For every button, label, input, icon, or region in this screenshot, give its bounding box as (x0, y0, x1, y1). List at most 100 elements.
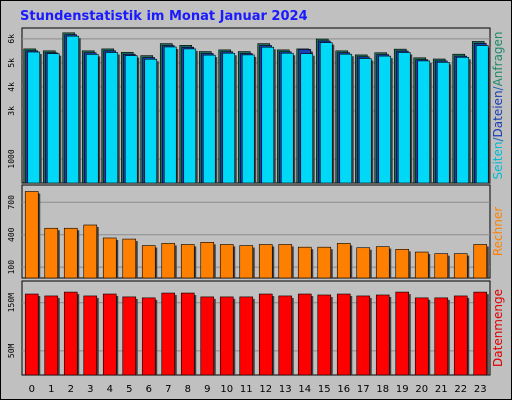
bar-seiten-2 (66, 35, 80, 184)
bar-datenmenge-undefined (395, 291, 410, 376)
bar-rechner-undefined (141, 245, 156, 279)
x-tick-label: 10 (220, 384, 233, 395)
bar-datenmenge-undefined (258, 293, 273, 376)
x-tick-label: 4 (107, 384, 113, 395)
bar-datenmenge-undefined (200, 296, 215, 376)
x-tick-label: 2 (68, 384, 74, 395)
y-axis-label-bottom: Datenmenge (491, 289, 505, 367)
bar-seiten-21 (436, 62, 450, 184)
bar-seiten-16 (339, 53, 353, 184)
bar-rechner-undefined (453, 253, 468, 279)
y-axis-label-part: / (491, 85, 505, 90)
bar-seiten-15 (319, 42, 333, 184)
bar-seiten-0 (27, 51, 41, 184)
bar-seiten-3 (85, 54, 99, 184)
bar-seiten-19 (397, 52, 411, 184)
chart-panels: 10003k4k5k6kSeiten/Dateien/Anfragen10040… (7, 27, 505, 376)
panel-middle: 100 400 700 Rechner (7, 184, 505, 279)
bar-seiten-11 (241, 54, 255, 184)
bar-rechner-undefined (102, 237, 117, 279)
bar-seiten-7 (163, 46, 177, 184)
bar-seiten-20 (417, 60, 431, 184)
bar-rechner-undefined (24, 191, 39, 279)
bar-seiten-10 (222, 52, 236, 184)
bar-datenmenge-undefined (63, 291, 78, 376)
y-tick-label: 100 (7, 260, 16, 275)
y-tick-label: 700 (7, 195, 16, 210)
bar-datenmenge-undefined (24, 293, 39, 376)
x-tick-label: 0 (29, 384, 35, 395)
bar-seiten-18 (378, 55, 392, 184)
y-tick-label: 6k (7, 34, 16, 44)
x-tick-label: 12 (259, 384, 272, 395)
bar-rechner-undefined (161, 243, 176, 279)
bar-rechner-undefined (239, 245, 254, 279)
panel-frame (21, 184, 491, 279)
y-axis-label-part: / (491, 137, 505, 142)
x-tick-label: 17 (357, 384, 370, 395)
x-tick-label: 11 (240, 384, 253, 395)
x-tick-label: 5 (126, 384, 132, 395)
bar-rechner-undefined (375, 246, 390, 279)
bar-datenmenge-undefined (102, 293, 117, 376)
bar-datenmenge-undefined (122, 296, 137, 376)
bar-datenmenge-undefined (434, 297, 449, 376)
bar-datenmenge-undefined (453, 295, 468, 376)
bar-rechner-undefined (122, 238, 137, 279)
bar-seiten-13 (280, 52, 294, 184)
bar-seiten-23 (475, 45, 489, 184)
y-axis-label-part: Dateien (491, 90, 505, 137)
bar-seiten-4 (105, 52, 119, 184)
bar-rechner-undefined (180, 244, 195, 279)
bar-rechner-undefined (336, 243, 351, 279)
x-tick-label: 14 (298, 384, 311, 395)
x-tick-label: 19 (396, 384, 409, 395)
bar-datenmenge-undefined (356, 295, 371, 376)
x-axis-tick-labels: 0 1 2 3 4 5 6 7 8 9 10 11 12 13 14 15 16 17 18 19 20 21 22 23 (29, 384, 487, 395)
y-tick-label: 4k (7, 82, 16, 92)
bar-seiten-6 (144, 58, 158, 184)
y-axis-label-part: Seiten (491, 142, 505, 180)
bar-rechner-undefined (356, 247, 371, 279)
y-tick-label: 3k (7, 106, 16, 116)
y-tick-label: 5k (7, 58, 16, 68)
y-axis-label-middle: Rechner (491, 207, 505, 256)
bar-rechner-undefined (83, 224, 98, 279)
bar-datenmenge-undefined (141, 297, 156, 376)
bar-rechner-undefined (414, 251, 429, 279)
x-tick-label: 20 (415, 384, 428, 395)
y-axis-label-part: Anfragen (491, 31, 505, 86)
bar-rechner-undefined (278, 244, 293, 279)
bar-datenmenge-undefined (317, 294, 332, 376)
bar-rechner-undefined (258, 244, 273, 279)
x-tick-label: 3 (87, 384, 93, 395)
bar-datenmenge-undefined (278, 295, 293, 376)
x-tick-label: 16 (337, 384, 350, 395)
bar-seiten-14 (300, 53, 314, 184)
bar-rechner-undefined (395, 249, 410, 279)
bar-rechner-undefined (317, 246, 332, 279)
bar-rechner-undefined (200, 242, 215, 279)
bar-rechner-undefined (219, 244, 234, 279)
bar-datenmenge-undefined (239, 296, 254, 376)
bar-seiten-9 (202, 54, 216, 184)
x-tick-label: 15 (318, 384, 331, 395)
bar-datenmenge-undefined (44, 295, 59, 376)
bar-seiten-22 (456, 57, 470, 184)
bar-datenmenge-undefined (336, 293, 351, 376)
bar-rechner-undefined (44, 227, 59, 279)
bar-datenmenge-undefined (219, 296, 234, 376)
bar-rechner-undefined (297, 246, 312, 279)
bar-rechner-undefined (473, 244, 488, 279)
x-tick-label: 9 (204, 384, 210, 395)
bar-seiten-5 (124, 55, 138, 184)
x-tick-label: 21 (435, 384, 448, 395)
bar-seiten-8 (183, 48, 197, 184)
x-tick-label: 23 (474, 384, 487, 395)
x-tick-label: 13 (279, 384, 292, 395)
x-tick-label: 8 (185, 384, 191, 395)
chart-title: Stundenstatistik im Monat Januar 2024 (20, 9, 308, 24)
panel-frame (21, 280, 491, 376)
bar-datenmenge-undefined (473, 291, 488, 376)
